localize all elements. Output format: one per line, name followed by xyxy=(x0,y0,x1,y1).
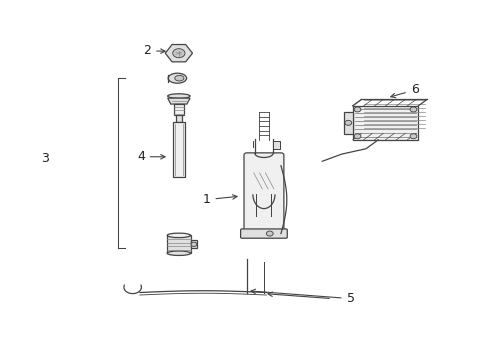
FancyBboxPatch shape xyxy=(273,141,280,149)
Circle shape xyxy=(266,231,273,236)
Ellipse shape xyxy=(167,94,190,98)
Polygon shape xyxy=(167,98,190,104)
Ellipse shape xyxy=(167,251,190,256)
Text: 3: 3 xyxy=(41,152,49,165)
Ellipse shape xyxy=(174,76,183,81)
Text: 4: 4 xyxy=(137,150,165,163)
Circle shape xyxy=(353,107,360,112)
FancyBboxPatch shape xyxy=(190,240,197,248)
Circle shape xyxy=(353,134,360,139)
FancyBboxPatch shape xyxy=(173,122,184,177)
Text: 6: 6 xyxy=(390,84,418,98)
FancyBboxPatch shape xyxy=(343,112,352,134)
Circle shape xyxy=(172,49,184,58)
FancyBboxPatch shape xyxy=(176,116,182,122)
Text: 2: 2 xyxy=(143,44,165,57)
FancyBboxPatch shape xyxy=(167,235,190,253)
Ellipse shape xyxy=(168,73,186,83)
FancyBboxPatch shape xyxy=(173,104,183,116)
Circle shape xyxy=(409,107,416,112)
Ellipse shape xyxy=(167,233,190,238)
Circle shape xyxy=(344,120,351,125)
Circle shape xyxy=(191,242,197,247)
FancyBboxPatch shape xyxy=(240,229,287,238)
Text: 5: 5 xyxy=(250,289,354,305)
Circle shape xyxy=(409,134,416,139)
FancyBboxPatch shape xyxy=(244,153,284,232)
Text: 1: 1 xyxy=(202,193,237,206)
FancyBboxPatch shape xyxy=(352,106,417,140)
